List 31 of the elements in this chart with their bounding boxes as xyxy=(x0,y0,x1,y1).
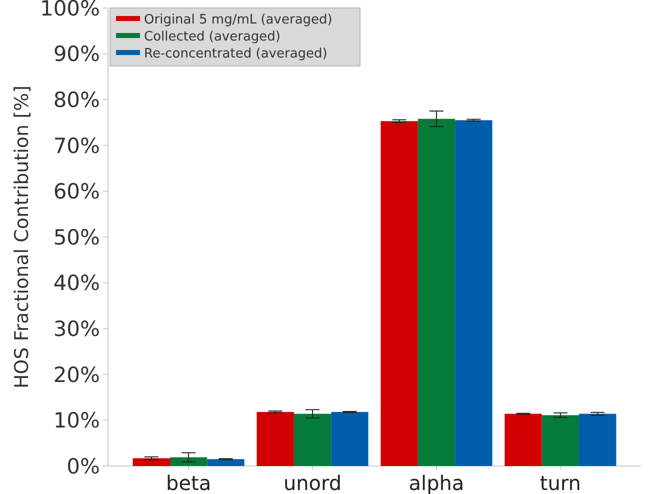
bar xyxy=(418,118,456,466)
legend-label: Collected (averaged) xyxy=(144,30,280,45)
y-tick-label: 30% xyxy=(53,316,100,341)
y-tick-label: 70% xyxy=(53,134,100,158)
y-tick-label: 90% xyxy=(53,42,100,66)
bar xyxy=(170,457,208,466)
y-tick-label: 50% xyxy=(53,225,100,250)
y-tick-label: 20% xyxy=(53,362,100,387)
y-tick-label: 100% xyxy=(40,0,100,20)
bar xyxy=(455,120,492,466)
bar xyxy=(207,459,244,466)
y-tick-label: 0% xyxy=(66,454,100,478)
bar xyxy=(331,412,368,466)
y-tick-label: 10% xyxy=(53,408,100,433)
x-tick-label: unord xyxy=(283,471,342,494)
bar xyxy=(132,458,170,466)
y-axis-title: HOS Fractional Contribution [%] xyxy=(11,85,33,389)
bar xyxy=(380,121,418,466)
bar xyxy=(579,414,616,466)
x-tick-label: alpha xyxy=(408,471,464,494)
y-tick-label: 60% xyxy=(53,180,100,204)
bar xyxy=(504,414,542,466)
x-tick-label: turn xyxy=(540,471,581,494)
bar xyxy=(294,414,332,466)
y-tick-label: 40% xyxy=(53,271,100,296)
x-tick-label: beta xyxy=(166,471,212,494)
legend-label: Original 5 mg/mL (averaged) xyxy=(144,12,332,28)
y-tick-label: 80% xyxy=(53,88,100,112)
legend-label: Re-concentrated (averaged) xyxy=(144,46,328,62)
bar xyxy=(256,412,294,466)
bar xyxy=(542,415,580,466)
